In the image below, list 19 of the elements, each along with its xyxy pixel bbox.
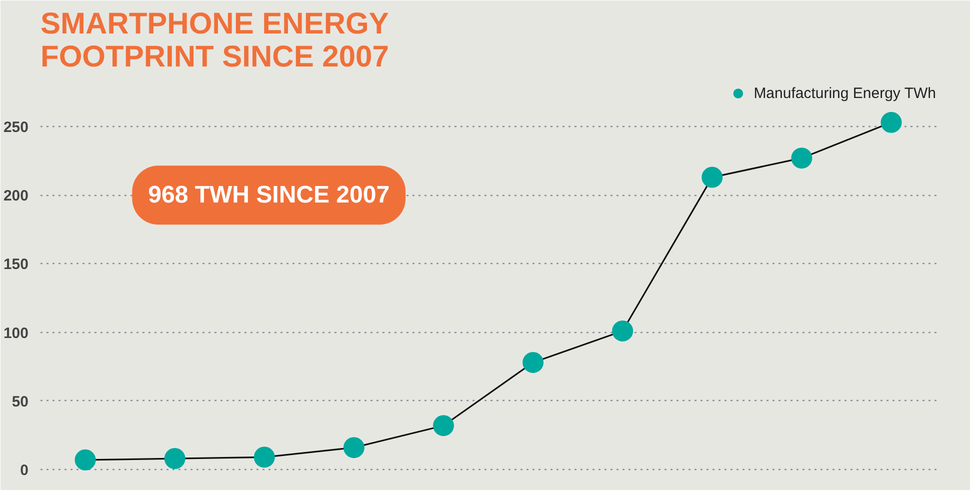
point: [432, 415, 454, 436]
y-tick-label: 250: [3, 119, 29, 136]
point: [791, 148, 812, 169]
legend-label: Manufacturing Energy TWh: [754, 84, 936, 102]
point: [522, 352, 544, 373]
y-tick-label: 100: [3, 324, 29, 342]
point: [702, 166, 723, 188]
y-tick-label: 200: [3, 188, 29, 205]
y-tick-label: 0: [20, 462, 28, 480]
point: [880, 112, 902, 133]
chart-title: SMARTPHONE ENERGY FOOTPRINT SINCE 2007: [40, 8, 389, 74]
y-tick-label: 150: [3, 256, 29, 274]
point: [343, 437, 364, 458]
y-tick-label: 50: [12, 393, 29, 410]
point: [164, 448, 186, 470]
point: [74, 449, 96, 470]
annotation: 968 TWH SINCE 2007: [148, 182, 390, 209]
point: [612, 320, 634, 342]
point: [254, 446, 275, 468]
